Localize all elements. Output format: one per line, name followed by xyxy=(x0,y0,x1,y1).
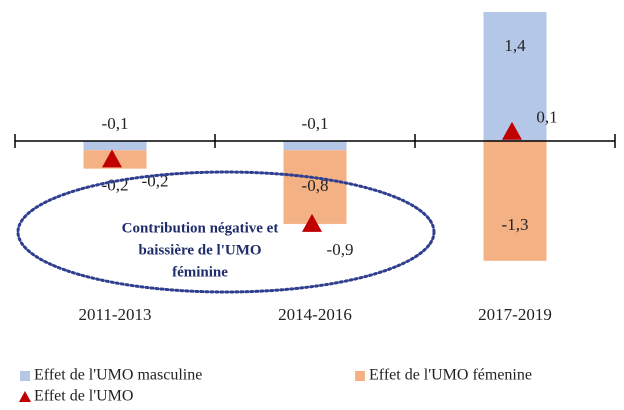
bar xyxy=(83,141,147,151)
bar xyxy=(283,141,347,151)
x-tick-label: 2017-2019 xyxy=(478,305,552,324)
annotation-ellipse xyxy=(16,170,436,294)
marker-label: 0,1 xyxy=(536,108,557,127)
bar xyxy=(483,141,547,261)
marker-label: -0,9 xyxy=(327,240,354,259)
marker xyxy=(102,149,122,168)
bar xyxy=(283,150,347,224)
marker xyxy=(502,121,522,140)
data-label: 1,4 xyxy=(504,36,526,55)
annotation: féminine xyxy=(172,264,228,280)
annotation: Contribution négative et xyxy=(122,220,279,236)
legend-swatch xyxy=(19,391,31,402)
legend-label: Effet de l'UMO fémenine xyxy=(369,367,532,384)
legend-swatch xyxy=(20,371,30,381)
data-label: -0,1 xyxy=(302,114,329,133)
marker xyxy=(302,213,322,232)
x-tick-label: 2011-2013 xyxy=(78,305,151,324)
data-label: -1,3 xyxy=(502,215,529,234)
data-label: -0,1 xyxy=(102,114,129,133)
legend-label: Effet de l'UMO xyxy=(34,388,133,405)
legend-swatch xyxy=(355,371,365,381)
bar xyxy=(483,12,547,141)
annotation: baissière de l'UMO xyxy=(138,242,261,258)
data-label: -0,2 xyxy=(102,176,129,195)
legend-label: Effet de l'UMO masculine xyxy=(34,367,202,384)
x-tick-label: 2014-2016 xyxy=(278,305,352,324)
data-label: -0,8 xyxy=(302,176,329,195)
